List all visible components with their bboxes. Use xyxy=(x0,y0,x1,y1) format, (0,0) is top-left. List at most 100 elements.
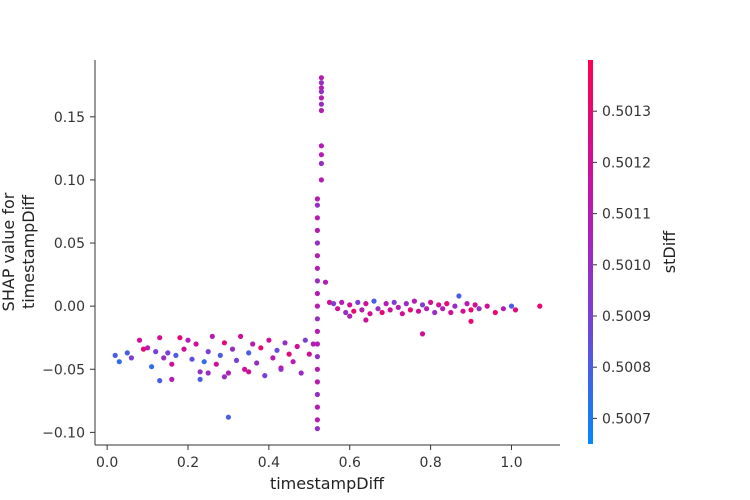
data-point xyxy=(399,311,405,317)
data-point xyxy=(387,307,393,313)
data-point xyxy=(238,333,244,339)
data-point xyxy=(314,379,320,385)
data-point xyxy=(294,343,300,350)
data-point xyxy=(205,370,211,376)
data-point xyxy=(314,265,320,271)
y-tick-label: 0.00 xyxy=(54,299,85,315)
colorbar-tick-label: 0.5013 xyxy=(602,104,651,120)
x-tick-label: 0.2 xyxy=(177,455,199,471)
data-point xyxy=(201,359,207,365)
data-point xyxy=(229,346,236,352)
data-point xyxy=(476,306,482,312)
data-point xyxy=(225,370,231,376)
x-axis-label: timestampDiff xyxy=(270,474,385,493)
y-tick-label: −0.10 xyxy=(42,425,85,441)
data-point xyxy=(250,341,256,347)
data-point xyxy=(456,293,462,299)
data-point xyxy=(221,374,227,380)
data-point xyxy=(314,196,320,202)
data-point xyxy=(149,364,155,370)
data-point xyxy=(359,307,365,313)
colorbar-tick-label: 0.5012 xyxy=(602,155,651,171)
data-point xyxy=(314,227,320,233)
x-tick-label: 1.0 xyxy=(500,455,522,471)
data-point xyxy=(314,426,320,432)
data-point xyxy=(298,370,304,376)
data-point xyxy=(395,304,401,310)
data-point xyxy=(347,302,353,308)
data-point xyxy=(314,316,320,322)
data-point xyxy=(314,240,320,246)
data-point xyxy=(177,335,183,341)
data-point xyxy=(193,341,199,347)
data-point xyxy=(537,303,543,309)
data-point xyxy=(181,346,187,352)
data-point xyxy=(419,331,426,337)
data-point xyxy=(436,302,442,308)
data-point xyxy=(116,359,122,365)
data-point xyxy=(379,309,385,316)
data-point xyxy=(331,301,337,307)
data-point xyxy=(278,366,284,372)
data-point xyxy=(484,303,490,309)
colorbar-label: stDiff xyxy=(660,230,679,273)
data-point xyxy=(318,143,324,149)
data-point xyxy=(314,391,320,398)
data-point xyxy=(335,306,341,312)
data-point xyxy=(464,301,470,307)
data-point xyxy=(189,356,195,362)
x-tick-label: 0.0 xyxy=(96,455,118,471)
data-point xyxy=(318,152,324,158)
data-point xyxy=(371,298,377,304)
data-point xyxy=(282,340,288,346)
data-point xyxy=(153,349,159,355)
colorbar-tick-label: 0.5011 xyxy=(602,207,651,223)
data-point xyxy=(306,351,312,357)
data-point xyxy=(157,378,163,384)
data-point xyxy=(468,318,474,324)
data-point xyxy=(367,311,373,317)
data-point xyxy=(444,301,450,307)
data-point xyxy=(318,177,324,183)
data-point xyxy=(351,308,357,314)
data-point xyxy=(318,85,324,91)
data-point xyxy=(460,308,466,314)
data-point xyxy=(213,361,219,367)
data-point xyxy=(508,303,515,309)
data-point xyxy=(209,333,215,339)
data-point xyxy=(286,351,292,357)
data-point xyxy=(314,404,320,410)
data-point xyxy=(472,302,478,308)
data-point xyxy=(339,299,345,305)
data-point xyxy=(302,337,308,343)
colorbar-tick-label: 0.5007 xyxy=(602,411,651,427)
data-point xyxy=(318,80,324,86)
data-point xyxy=(403,301,409,307)
y-tick-label: 0.05 xyxy=(54,236,85,252)
data-point xyxy=(169,361,175,367)
data-point xyxy=(258,345,264,351)
data-point xyxy=(363,301,369,307)
data-point xyxy=(165,350,171,356)
data-point xyxy=(322,279,329,285)
data-point xyxy=(128,355,134,361)
x-tick-label: 0.6 xyxy=(339,455,361,471)
colorbar xyxy=(588,60,593,444)
data-point xyxy=(217,352,223,358)
data-point xyxy=(500,306,506,312)
data-point xyxy=(512,307,519,313)
data-point xyxy=(326,299,333,305)
data-point xyxy=(318,75,324,81)
colorbar-tick-label: 0.5008 xyxy=(602,360,651,376)
data-point xyxy=(428,299,434,305)
data-point xyxy=(318,101,324,107)
data-point xyxy=(246,369,252,375)
data-point xyxy=(274,347,280,353)
colorbar-tick-label: 0.5009 xyxy=(602,309,651,325)
data-point xyxy=(314,253,320,259)
y-axis-ticks: −0.10 −0.05 0.00 0.05 0.10 0.15 xyxy=(42,110,95,441)
data-point xyxy=(124,350,130,356)
data-point xyxy=(343,309,349,316)
scatter-points xyxy=(112,75,543,432)
